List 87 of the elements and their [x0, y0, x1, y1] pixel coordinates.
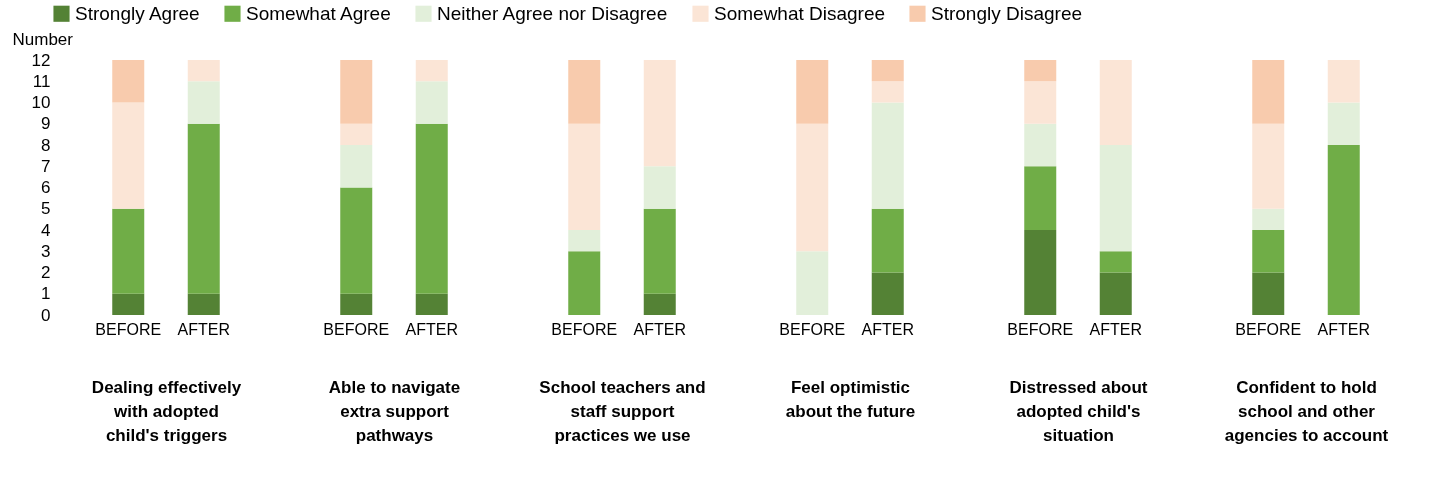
x-tick-label: BEFORE: [779, 320, 846, 338]
bar: [187, 60, 220, 82]
bar: [1024, 60, 1057, 82]
bar: [1252, 272, 1285, 315]
x-tick-label: BEFORE: [551, 320, 618, 338]
y-tick-label: 10: [31, 93, 51, 112]
bar: [415, 293, 448, 315]
x-axis-title: Confident to hold school and other agencies to account: [1224, 377, 1389, 445]
bar: [1099, 272, 1132, 315]
bar: [415, 81, 448, 124]
legend-label: Somewhat Agree: [246, 2, 391, 24]
y-tick-label: 6: [41, 178, 51, 197]
bar: [1252, 60, 1285, 124]
x-tick-label: AFTER: [177, 320, 230, 338]
bar: [340, 187, 373, 294]
bar: [871, 272, 904, 315]
bar: [643, 166, 676, 209]
y-tick-label: 1: [41, 284, 51, 304]
y-tick-label: 12: [31, 50, 51, 70]
legend-label: Neither Agree nor Disagree: [437, 2, 668, 24]
y-axis-title: Number: [12, 29, 74, 49]
bar: [568, 60, 601, 124]
y-tick-label: 4: [41, 220, 51, 240]
bar: [112, 293, 145, 315]
x-axis-title: School teachers and staff support practices we use: [539, 377, 706, 445]
bar: [871, 102, 904, 209]
bar: [643, 60, 676, 167]
bar: [112, 102, 145, 209]
y-tick-label: 11: [32, 71, 51, 91]
bar: [187, 293, 220, 315]
bar: [568, 230, 601, 252]
bar: [1327, 145, 1360, 315]
bar: [340, 123, 373, 145]
x-tick-label: BEFORE: [1235, 320, 1302, 338]
bar: [340, 60, 373, 124]
bar: [796, 251, 829, 315]
bar: [1024, 166, 1057, 230]
bar: [1099, 251, 1132, 273]
y-tick-label: 8: [41, 135, 51, 155]
x-tick-label: AFTER: [633, 320, 686, 338]
x-tick-label: BEFORE: [1007, 320, 1074, 338]
x-tick-label: AFTER: [861, 320, 914, 338]
x-axis-title: Feel optimistic about the future: [785, 377, 916, 421]
bar: [871, 60, 904, 82]
legend-label: Strongly Agree: [75, 2, 200, 24]
x-tick-label: BEFORE: [95, 320, 162, 338]
x-axis-title: Dealing effectively with adopted child's triggers: [91, 377, 242, 445]
x-tick-label: AFTER: [405, 320, 458, 338]
bar: [1327, 60, 1360, 103]
y-tick-label: 0: [41, 305, 51, 325]
x-axis-title: Distressed about adopted child's situation: [1009, 377, 1148, 445]
x-axis-title: Able to navigate extra support pathways: [328, 377, 461, 445]
bar: [1024, 230, 1057, 315]
bar: [796, 123, 829, 252]
bar: [1327, 102, 1360, 145]
bar: [796, 60, 829, 124]
bar: [340, 145, 373, 188]
bar: [871, 81, 904, 103]
bar: [415, 60, 448, 82]
bar: [1252, 230, 1285, 273]
y-tick-label: 3: [41, 241, 51, 261]
bar: [568, 123, 601, 230]
legend-label: Somewhat Disagree: [714, 2, 886, 24]
y-tick-label: 2: [41, 263, 51, 282]
bar: [1099, 145, 1132, 252]
bar: [643, 293, 676, 315]
legend-label: Strongly Disagree: [931, 2, 1083, 24]
bar: [643, 208, 676, 294]
bar: [112, 208, 145, 294]
y-tick-label: 5: [41, 199, 51, 219]
bar: [1024, 81, 1057, 124]
x-tick-label: AFTER: [1089, 320, 1142, 338]
y-tick-label: 7: [41, 156, 51, 176]
bar: [187, 123, 220, 294]
bar: [415, 123, 448, 294]
bar: [112, 60, 145, 103]
x-tick-label: AFTER: [1317, 320, 1370, 338]
bar: [1252, 123, 1285, 209]
bar: [340, 293, 373, 315]
x-tick-label: BEFORE: [323, 320, 390, 338]
bar: [1252, 208, 1285, 230]
y-tick-label: 9: [41, 114, 51, 134]
bar: [1099, 60, 1132, 145]
bar: [568, 251, 601, 315]
bar: [187, 81, 220, 124]
bar: [1024, 123, 1057, 167]
bar: [871, 208, 904, 273]
